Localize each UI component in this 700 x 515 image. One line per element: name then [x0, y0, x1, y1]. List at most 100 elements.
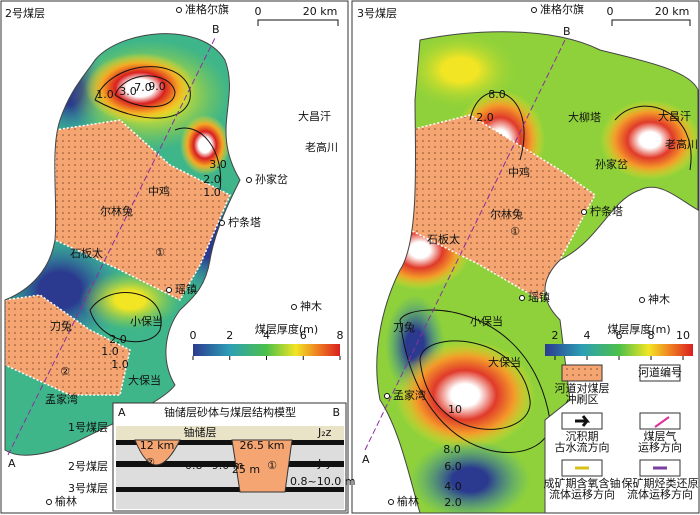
contour-label: 3.0 — [119, 85, 137, 98]
reservoir-label: 铀储层 — [184, 425, 217, 439]
place-name: 刀兔 — [50, 319, 72, 333]
place-name: 大昌汗 — [298, 109, 331, 123]
place-name: 刀兔 — [393, 320, 415, 334]
contour-label: 9.0 — [148, 80, 166, 93]
channel-number: ① — [267, 459, 277, 472]
place-name: 大柳塔 — [568, 110, 601, 124]
legend — [561, 364, 681, 477]
place-marker — [581, 209, 587, 215]
inset-end-label: A — [118, 406, 126, 419]
colorbar-tick-label: 6 — [300, 329, 307, 342]
colorbar-tick-label: 2 — [552, 329, 559, 342]
channel-number: ① — [510, 225, 520, 238]
contour-label: 3.0 — [209, 158, 227, 171]
inset-title: 铀储层砂体与煤层结构模型 — [164, 405, 296, 419]
left-boundary — [4, 33, 241, 456]
formation-label: J₂z — [317, 426, 332, 439]
left-frame — [0, 0, 349, 514]
place-name: 大保当 — [128, 373, 161, 387]
legend-label: 河道对煤层 — [555, 381, 610, 395]
place-name: 榆林 — [397, 494, 419, 508]
legend-label: 保矿期烃类还原 — [622, 476, 699, 490]
colorbar-tick-label: 4 — [584, 329, 591, 342]
scale-label: 0 — [607, 5, 614, 18]
place-name: 老高川 — [665, 137, 698, 151]
place-name: 中鸡 — [508, 165, 530, 179]
place-name: 柠条塔 — [228, 215, 261, 229]
contour-label: 2.0 — [109, 333, 127, 346]
contour-label: 1.0 — [96, 88, 114, 101]
section-label: A — [362, 453, 370, 466]
formation-label: J₂y — [317, 457, 333, 470]
inset-end-label: B — [332, 406, 340, 419]
place-name: 柠条塔 — [590, 204, 623, 218]
legend-label: 河道编号 — [638, 365, 682, 379]
place-name: 瑶镇 — [175, 282, 197, 296]
section-label: A — [8, 457, 16, 470]
contour-label: 1.0 — [111, 358, 129, 371]
contour-label: 6.0 — [444, 460, 462, 473]
right-colorbar — [545, 344, 693, 356]
place-marker — [166, 287, 172, 293]
colorbar-tick-label: 8 — [648, 329, 655, 342]
place-marker — [384, 393, 390, 399]
place-name: 榆林 — [55, 494, 77, 508]
place-name: 大保当 — [488, 355, 521, 369]
contour-label: 1.0 — [101, 345, 119, 358]
place-name: 孙家岔 — [255, 172, 288, 186]
scale-label: 0 — [255, 5, 262, 18]
left-scale-bar — [257, 19, 339, 26]
place-marker — [388, 499, 394, 505]
place-name: 石板太 — [70, 246, 103, 260]
inset-model — [112, 402, 347, 512]
place-name: 尔林兔 — [490, 207, 523, 221]
width-label: 26.5 km — [239, 439, 284, 452]
place-name: 小保当 — [470, 314, 503, 328]
place-name: 孟家湾 — [45, 392, 78, 406]
contour-label: 2.0 — [203, 173, 221, 186]
place-marker — [519, 295, 525, 301]
place-marker — [219, 220, 225, 226]
legend-label: 冲刷区 — [566, 392, 599, 406]
colorbar-title: 煤层厚度(m) — [607, 322, 670, 336]
place-name: 准格尔旗 — [185, 2, 229, 16]
legend-label: 沉积期 — [566, 430, 599, 443]
legend-label: 古水流方向 — [555, 440, 610, 454]
place-marker — [46, 499, 52, 505]
place-name: 神木 — [300, 299, 322, 313]
place-name: 准格尔旗 — [540, 2, 584, 16]
place-name: 小保当 — [130, 314, 163, 328]
colorbar-tick-label: 6 — [616, 329, 623, 342]
colorbar-tick-label: 4 — [263, 329, 270, 342]
contour-label: 7.0 — [134, 81, 152, 94]
place-name: 神木 — [648, 292, 670, 306]
contour-label: 10 — [448, 403, 462, 416]
place-name: 瑶镇 — [528, 290, 550, 304]
legend-label: 流体运移方向 — [549, 487, 615, 501]
width-label: 12 km — [140, 439, 175, 452]
colorbar-tick-label: 8 — [337, 329, 344, 342]
left-section-line — [7, 37, 216, 456]
scale-label: 20 km — [303, 5, 338, 18]
panel-title: 3号煤层 — [357, 7, 397, 20]
place-name: 中鸡 — [148, 184, 170, 198]
place-name: 孟家湾 — [393, 388, 426, 402]
channel-number: ② — [145, 456, 155, 469]
colorbar-tick-label: 2 — [226, 329, 233, 342]
colorbar-tick-label: 0 — [190, 329, 197, 342]
depth-label: 25 m — [232, 463, 260, 476]
place-marker — [176, 7, 182, 13]
legend-label: 煤层气 — [644, 429, 677, 443]
contour-label: 2.0 — [444, 496, 462, 509]
place-marker — [639, 297, 645, 303]
scale-label: 20 km — [655, 5, 690, 18]
place-name: 孙家岔 — [595, 157, 628, 171]
place-marker — [531, 7, 537, 13]
left-colorbar — [193, 344, 340, 356]
thickness-label: 0.8~9.0 m — [185, 459, 243, 472]
contour-label: 2.0 — [476, 111, 494, 124]
channel-number: ② — [60, 365, 70, 378]
section-label: B — [212, 23, 220, 36]
place-name: 尔林兔 — [100, 204, 133, 218]
channel-number: ① — [155, 246, 165, 259]
